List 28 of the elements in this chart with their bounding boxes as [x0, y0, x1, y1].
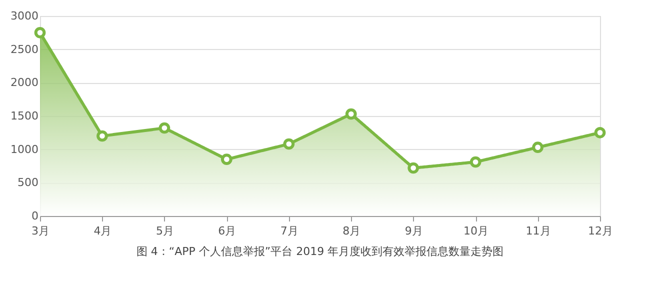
y-tick-label: 2500: [10, 42, 38, 56]
x-tick-label: 5月: [156, 224, 174, 238]
point: [408, 162, 420, 174]
y-tick-label: 1500: [10, 110, 38, 122]
point: [594, 126, 606, 138]
x-tick-label: 6月: [218, 224, 236, 238]
x-tick-label: 10月: [464, 224, 489, 238]
point: [34, 26, 46, 38]
y-tick-label: 3000: [10, 10, 38, 22]
point: [158, 122, 170, 134]
point: [470, 156, 482, 168]
y-tick-label: 500: [18, 176, 38, 190]
x-tick-label: 7月: [280, 224, 298, 238]
point: [283, 138, 295, 150]
point: [345, 108, 357, 120]
x-tick-label: 4月: [94, 224, 112, 238]
point: [532, 142, 544, 154]
x-tick-label: 12月: [588, 224, 613, 238]
x-tick-label: 3月: [32, 224, 50, 238]
point: [220, 154, 232, 166]
x-tick-label: 11月: [526, 224, 551, 238]
x-tick-label: 9月: [404, 224, 423, 238]
y-tick-label: 0: [32, 210, 38, 222]
x-tick-label: 8月: [342, 224, 361, 238]
point: [96, 130, 108, 142]
y-tick-label: 1000: [10, 142, 38, 156]
caption: 图 4：“APP 个人信息举报”平台 2019 年月度收到有效举报信息数量走势图: [136, 245, 504, 258]
y-tick-label: 2000: [10, 76, 38, 90]
